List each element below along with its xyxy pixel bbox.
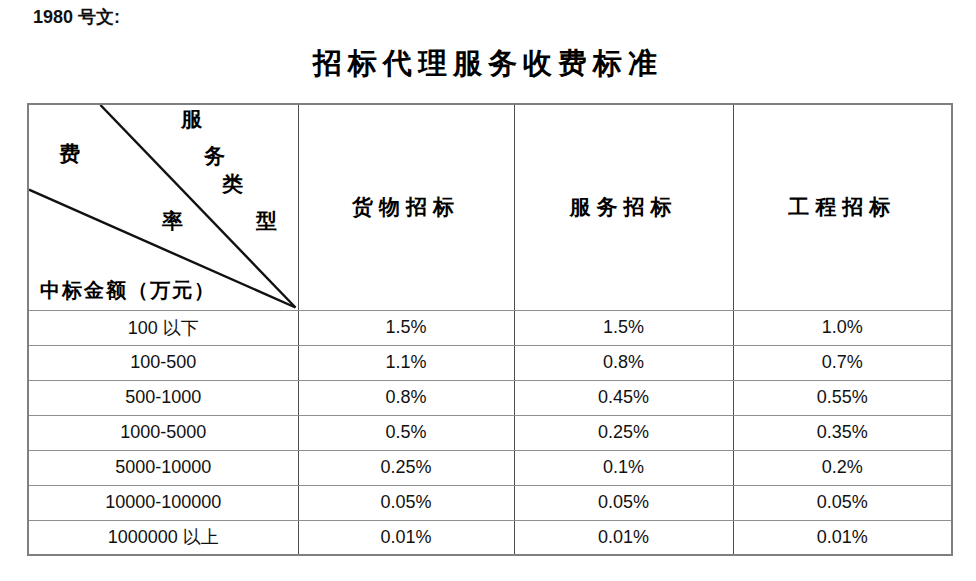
- corner-label-fee-char: 费: [59, 143, 80, 165]
- rate-cell-service: 0.8%: [514, 345, 733, 380]
- rate-cell-goods: 0.8%: [298, 380, 514, 415]
- amount-cell: 10000-100000: [28, 485, 298, 520]
- corner-label-type-char-4: 型: [256, 210, 277, 232]
- corner-amount-axis-label: 中标金额（万元）: [40, 277, 216, 304]
- rate-cell-engineering: 0.7%: [733, 345, 952, 380]
- column-header-service: 服务招标: [514, 104, 733, 310]
- table-row: 5000-10000 0.25% 0.1% 0.2%: [28, 450, 952, 485]
- rate-cell-engineering: 0.55%: [733, 380, 952, 415]
- amount-cell: 1000-5000: [28, 415, 298, 450]
- rate-cell-engineering: 0.35%: [733, 415, 952, 450]
- document-page: { "document": { "ref_label": "1980 号文:",…: [0, 0, 976, 581]
- table-row: 100 以下 1.5% 1.5% 1.0%: [28, 310, 952, 345]
- diagonal-corner-cell: 费 率 服 务 类 型 中标金额（万元）: [28, 104, 298, 310]
- rate-cell-engineering: 0.2%: [733, 450, 952, 485]
- page-title: 招标代理服务收费标准: [0, 44, 976, 84]
- rate-cell-service: 1.5%: [514, 310, 733, 345]
- rate-cell-goods: 1.1%: [298, 345, 514, 380]
- table-row: 1000000 以上 0.01% 0.01% 0.01%: [28, 520, 952, 555]
- rate-cell-service: 0.1%: [514, 450, 733, 485]
- rate-cell-engineering: 0.01%: [733, 520, 952, 555]
- rate-cell-engineering: 0.05%: [733, 485, 952, 520]
- doc-ref-label: 1980 号文:: [33, 5, 120, 29]
- amount-cell: 1000000 以上: [28, 520, 298, 555]
- table-row: 1000-5000 0.5% 0.25% 0.35%: [28, 415, 952, 450]
- table-header-row: 费 率 服 务 类 型 中标金额（万元） 货物招标 服务招标 工程招标: [28, 104, 952, 310]
- corner-label-type-char-3: 类: [222, 173, 243, 195]
- column-header-engineering: 工程招标: [733, 104, 952, 310]
- table-row: 500-1000 0.8% 0.45% 0.55%: [28, 380, 952, 415]
- rate-cell-service: 0.01%: [514, 520, 733, 555]
- table-row: 10000-100000 0.05% 0.05% 0.05%: [28, 485, 952, 520]
- rate-cell-goods: 0.5%: [298, 415, 514, 450]
- fee-table-wrap: 费 率 服 务 类 型 中标金额（万元） 货物招标 服务招标 工程招标 100 …: [27, 103, 953, 556]
- rate-cell-service: 0.45%: [514, 380, 733, 415]
- corner-label-type-char-1: 服: [181, 108, 202, 130]
- rate-cell-service: 0.25%: [514, 415, 733, 450]
- rate-cell-engineering: 1.0%: [733, 310, 952, 345]
- amount-cell: 500-1000: [28, 380, 298, 415]
- amount-cell: 5000-10000: [28, 450, 298, 485]
- amount-cell: 100-500: [28, 345, 298, 380]
- rate-cell-goods: 0.05%: [298, 485, 514, 520]
- table-row: 100-500 1.1% 0.8% 0.7%: [28, 345, 952, 380]
- corner-label-rate-char: 率: [162, 210, 183, 232]
- corner-label-type-char-2: 务: [204, 145, 225, 167]
- fee-table: 费 率 服 务 类 型 中标金额（万元） 货物招标 服务招标 工程招标 100 …: [27, 103, 953, 556]
- diagonal-corner-inner: 费 率 服 务 类 型 中标金额（万元）: [29, 105, 298, 310]
- rate-cell-goods: 1.5%: [298, 310, 514, 345]
- rate-cell-service: 0.05%: [514, 485, 733, 520]
- rate-cell-goods: 0.25%: [298, 450, 514, 485]
- rate-cell-goods: 0.01%: [298, 520, 514, 555]
- column-header-goods: 货物招标: [298, 104, 514, 310]
- amount-cell: 100 以下: [28, 310, 298, 345]
